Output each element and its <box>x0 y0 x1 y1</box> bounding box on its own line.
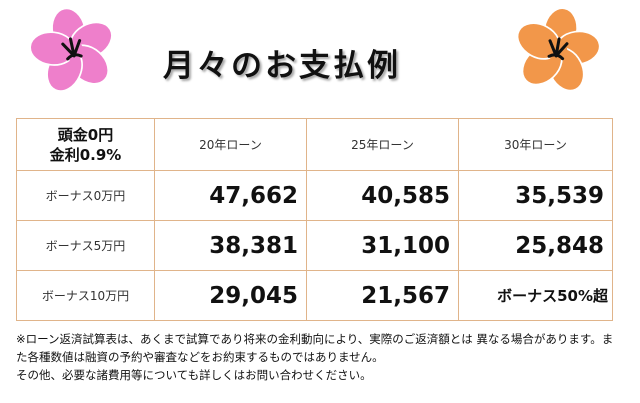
disclaimer-line-1: ※ローン返済試算表は、あくまで試算であり将来の金利動向により、実際のご返済額とは… <box>16 332 614 364</box>
interest-rate-label: 金利0.9% <box>49 145 122 164</box>
column-header-20y: 20年ローン <box>154 118 307 171</box>
table-cell: 35,539 <box>458 170 613 221</box>
down-payment-label: 頭金0円 <box>57 125 114 144</box>
table-cell: 31,100 <box>306 220 459 271</box>
row-header-bonus-0: ボーナス0万円 <box>16 170 155 221</box>
table-header-row: 頭金0円 金利0.9% 20年ローン 25年ローン 30年ローン <box>16 118 613 171</box>
table-cell: 29,045 <box>154 270 307 321</box>
table-row: ボーナス10万円 29,045 21,567 ボーナス50%超 <box>16 270 613 321</box>
table-cell: 21,567 <box>306 270 459 321</box>
table-cell: 25,848 <box>458 220 613 271</box>
disclaimer-footnote: ※ローン返済試算表は、あくまで試算であり将来の金利動向により、実際のご返済額とは… <box>16 330 616 384</box>
row-header-bonus-10: ボーナス10万円 <box>16 270 155 321</box>
table-cell: 40,585 <box>306 170 459 221</box>
table-cell: 38,381 <box>154 220 307 271</box>
row-header-bonus-5: ボーナス5万円 <box>16 220 155 271</box>
column-header-25y: 25年ローン <box>306 118 459 171</box>
page-title: 月々のお支払例 <box>163 48 401 84</box>
table-cell: 47,662 <box>154 170 307 221</box>
table-row: ボーナス0万円 47,662 40,585 35,539 <box>16 170 613 221</box>
flower-icon-orange <box>516 7 600 92</box>
disclaimer-line-2: その他、必要な諸費用等についても詳しくはお問い合わせください。 <box>16 368 372 382</box>
bonus-over-50-note: ボーナス50%超 <box>458 270 613 321</box>
table-corner-cell: 頭金0円 金利0.9% <box>16 118 155 171</box>
table-row: ボーナス5万円 38,381 31,100 25,848 <box>16 220 613 271</box>
flower-icon-pink <box>30 7 113 92</box>
column-header-30y: 30年ローン <box>458 118 613 171</box>
payment-table: 頭金0円 金利0.9% 20年ローン 25年ローン 30年ローン ボーナス0万円… <box>16 118 613 321</box>
